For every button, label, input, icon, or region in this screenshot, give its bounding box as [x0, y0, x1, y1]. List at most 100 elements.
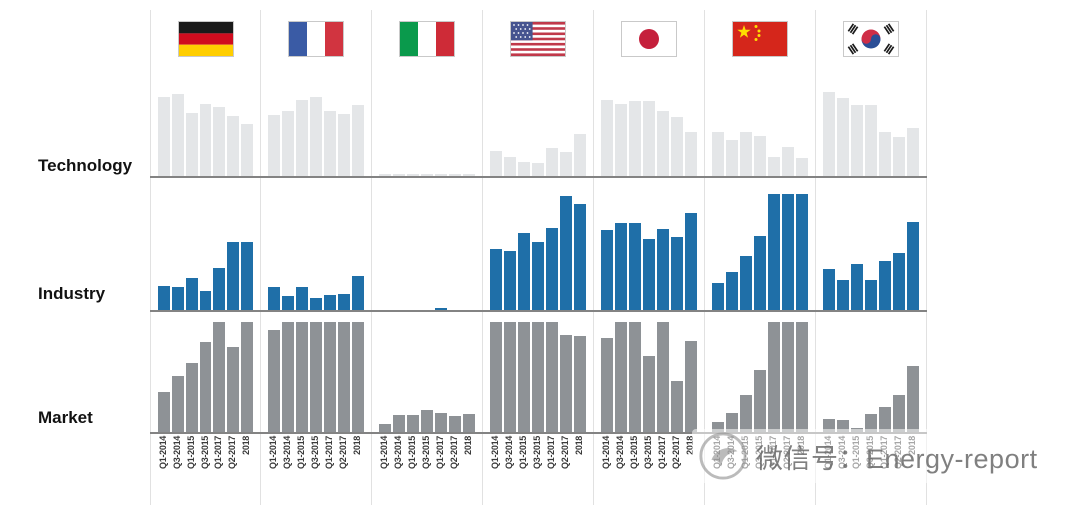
bar — [837, 97, 849, 176]
bar — [782, 146, 794, 176]
flag-cell-china — [705, 10, 816, 68]
x-axis-tick-label: 2018 — [352, 436, 362, 455]
flag-cell-france — [261, 10, 372, 68]
industry-row-band — [150, 178, 927, 312]
bar — [560, 334, 572, 432]
bar — [463, 173, 475, 176]
bar — [629, 223, 641, 310]
watermark-logo-icon — [699, 432, 747, 480]
bar — [712, 283, 724, 310]
bar — [601, 99, 613, 176]
bar — [296, 286, 308, 310]
bar — [310, 298, 322, 310]
bar — [352, 322, 364, 432]
bar — [851, 104, 863, 176]
bar — [643, 101, 655, 176]
panel-technology-china — [705, 68, 816, 176]
flag-cell-italy — [372, 10, 483, 68]
bar — [560, 196, 572, 310]
bar — [574, 335, 586, 432]
bar — [532, 322, 544, 432]
bar — [268, 286, 280, 310]
x-axis-tick-label: Q1-2015 — [296, 436, 306, 469]
bar — [352, 276, 364, 310]
bar — [393, 415, 405, 432]
bar — [657, 111, 669, 176]
bar — [657, 228, 669, 310]
x-axis-tick-label: 2018 — [463, 436, 473, 455]
bar — [907, 365, 919, 432]
panel-market-japan — [594, 312, 705, 432]
bar — [546, 227, 558, 310]
x-axis-tick-label: Q3-2015 — [643, 436, 653, 469]
bar — [185, 277, 198, 310]
bar — [560, 151, 572, 176]
bar — [532, 163, 544, 176]
flag-japan-icon — [621, 21, 677, 57]
bar — [796, 194, 808, 310]
x-axis-tick-label: Q1-2014 — [490, 436, 500, 469]
bar — [296, 100, 308, 176]
bar — [324, 110, 336, 176]
panel-technology-france — [261, 68, 372, 176]
bar — [907, 128, 919, 176]
panel-technology-germany — [150, 68, 261, 176]
bar — [296, 322, 308, 432]
bar — [726, 139, 738, 176]
bar — [768, 194, 780, 310]
bar — [393, 173, 405, 176]
x-axis-tick-label: Q1-2014 — [268, 436, 278, 469]
bar — [352, 104, 364, 176]
flag-germany-icon — [177, 21, 234, 57]
bar — [227, 241, 240, 310]
bar — [726, 413, 738, 432]
x-axis-tick-label: Q3-2014 — [282, 436, 292, 469]
flag-italy-icon — [399, 21, 455, 57]
panel-industry-united-states — [483, 178, 594, 310]
watermark-text: 微信号：Energy-report — [756, 443, 1038, 474]
bar — [199, 103, 212, 176]
bar — [282, 322, 294, 432]
bar — [893, 253, 905, 310]
bar — [435, 413, 447, 432]
bar — [158, 285, 170, 310]
bar — [893, 137, 905, 176]
bar — [629, 101, 641, 176]
panel-industry-china — [705, 178, 816, 310]
row-label-industry: Industry — [38, 284, 106, 303]
x-axis-tick-label: Q2-2017 — [338, 436, 348, 469]
bar — [851, 263, 863, 310]
x-axis-tick-label: Q1-2017 — [657, 436, 667, 469]
x-axis-tick-label: Q1-2017 — [324, 436, 334, 469]
bar — [615, 103, 627, 176]
bar — [268, 330, 280, 432]
bar — [643, 239, 655, 310]
bar — [490, 248, 502, 310]
bar — [185, 362, 198, 432]
bar — [518, 161, 530, 176]
x-axis-tick-label: Q3-2015 — [199, 436, 210, 469]
bar — [782, 194, 794, 310]
bar — [435, 308, 447, 310]
watermark: 微信号：Energy-report — [692, 429, 1044, 483]
flag-south-korea-icon — [843, 21, 899, 57]
bar — [490, 150, 502, 176]
flag-france-icon — [288, 21, 344, 57]
row-label-technology: Technology — [38, 156, 133, 175]
bar — [574, 204, 586, 310]
bar — [338, 322, 350, 432]
bar — [712, 131, 724, 176]
x-axis-tick-label: Q1-2015 — [185, 436, 196, 469]
bar — [546, 322, 558, 432]
bar — [213, 322, 226, 432]
x-labels-united-states: Q1-2014 Q3-2014 Q1-2015 Q3-2015 Q1-2017 Q2-20… — [483, 434, 594, 505]
x-axis-tick-label: Q2-2017 — [560, 436, 570, 469]
bar — [685, 132, 697, 176]
row-label-market: Market — [38, 408, 93, 427]
x-axis-tick-label: Q3-2014 — [504, 436, 514, 469]
bar — [601, 337, 613, 432]
bar — [532, 241, 544, 310]
x-labels-italy: Q1-2014 Q3-2014 Q1-2015 Q3-2015 Q1-2017 Q2-20… — [372, 434, 483, 505]
x-axis-tick-label: 2018 — [574, 436, 584, 455]
bar — [574, 134, 586, 176]
